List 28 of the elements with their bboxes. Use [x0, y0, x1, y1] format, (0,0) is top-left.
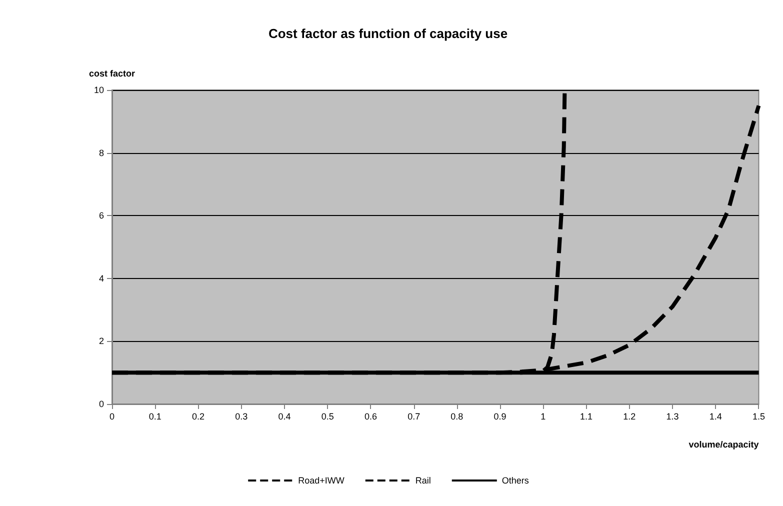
legend-label: Rail — [415, 476, 431, 486]
legend-label: Road+IWW — [298, 476, 345, 486]
x-axis-title: volume/capacity — [688, 440, 759, 450]
x-tick-label: 1.5 — [752, 412, 765, 422]
x-tick-label: 0.9 — [494, 412, 506, 422]
y-tick-label: 10 — [94, 85, 104, 95]
x-tick-label: 0.2 — [192, 412, 204, 422]
y-tick-label: 6 — [98, 210, 104, 221]
x-tick-label: 1.3 — [666, 412, 679, 422]
x-tick-label: 1 — [540, 412, 546, 422]
x-tick-label: 0.3 — [235, 412, 248, 422]
x-tick-label: 1.4 — [709, 412, 722, 422]
x-tick-label: 0.7 — [408, 412, 420, 422]
y-tick-label: 0 — [98, 399, 104, 409]
y-tick-label: 8 — [98, 148, 104, 158]
chart-title: Cost factor as function of capacity use — [268, 26, 508, 41]
x-tick-label: 0 — [109, 412, 115, 422]
y-tick-label: 4 — [98, 273, 104, 284]
y-tick-label: 2 — [98, 336, 104, 346]
x-tick-label: 1.1 — [580, 412, 593, 422]
x-tick-label: 0.1 — [148, 412, 162, 422]
legend-label: Others — [502, 476, 530, 486]
x-tick-label: 1.2 — [623, 412, 636, 422]
x-tick-label: 0.6 — [364, 412, 377, 422]
x-tick-label: 0.5 — [321, 412, 334, 422]
x-tick-label: 0.4 — [278, 412, 291, 422]
x-tick-label: 0.8 — [450, 412, 464, 422]
y-axis-title: cost factor — [88, 68, 136, 78]
